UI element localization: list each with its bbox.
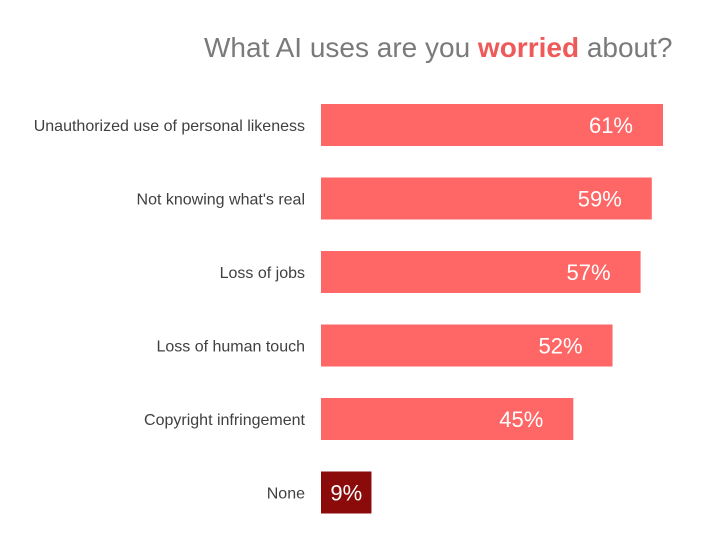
title-prefix: What AI uses are you [204,32,478,63]
bar [321,104,663,146]
value-label: 59% [578,187,622,212]
bar-group: Not knowing what's real 59% [137,177,652,220]
category-label: None [267,486,305,503]
value-label: 57% [567,260,611,285]
bar-group: Loss of jobs 57% [220,251,641,293]
bar [321,471,372,514]
bar [321,177,652,220]
category-label: Copyright infringement [144,412,306,429]
title-suffix: about? [579,32,673,63]
bar-group: Loss of human touch 52% [156,324,613,367]
bar [321,251,641,293]
bar [321,324,613,367]
value-label: 45% [499,407,543,432]
bar-group: None 9% [267,471,372,514]
title-emphasis: worried [477,32,580,63]
bar [321,398,574,440]
category-label: Loss of human touch [156,339,305,356]
value-label: 9% [330,481,362,506]
value-label: 52% [538,334,582,359]
bar-group: Copyright infringement 45% [144,398,574,440]
category-label: Not knowing what's real [137,192,305,209]
bar-group: Unauthorized use of personal likeness 61% [34,104,663,146]
chart-title: What AI uses are you worried about? [0,32,720,64]
category-label: Unauthorized use of personal likeness [34,118,305,135]
category-label: Loss of jobs [220,265,305,282]
value-label: 61% [589,113,633,138]
